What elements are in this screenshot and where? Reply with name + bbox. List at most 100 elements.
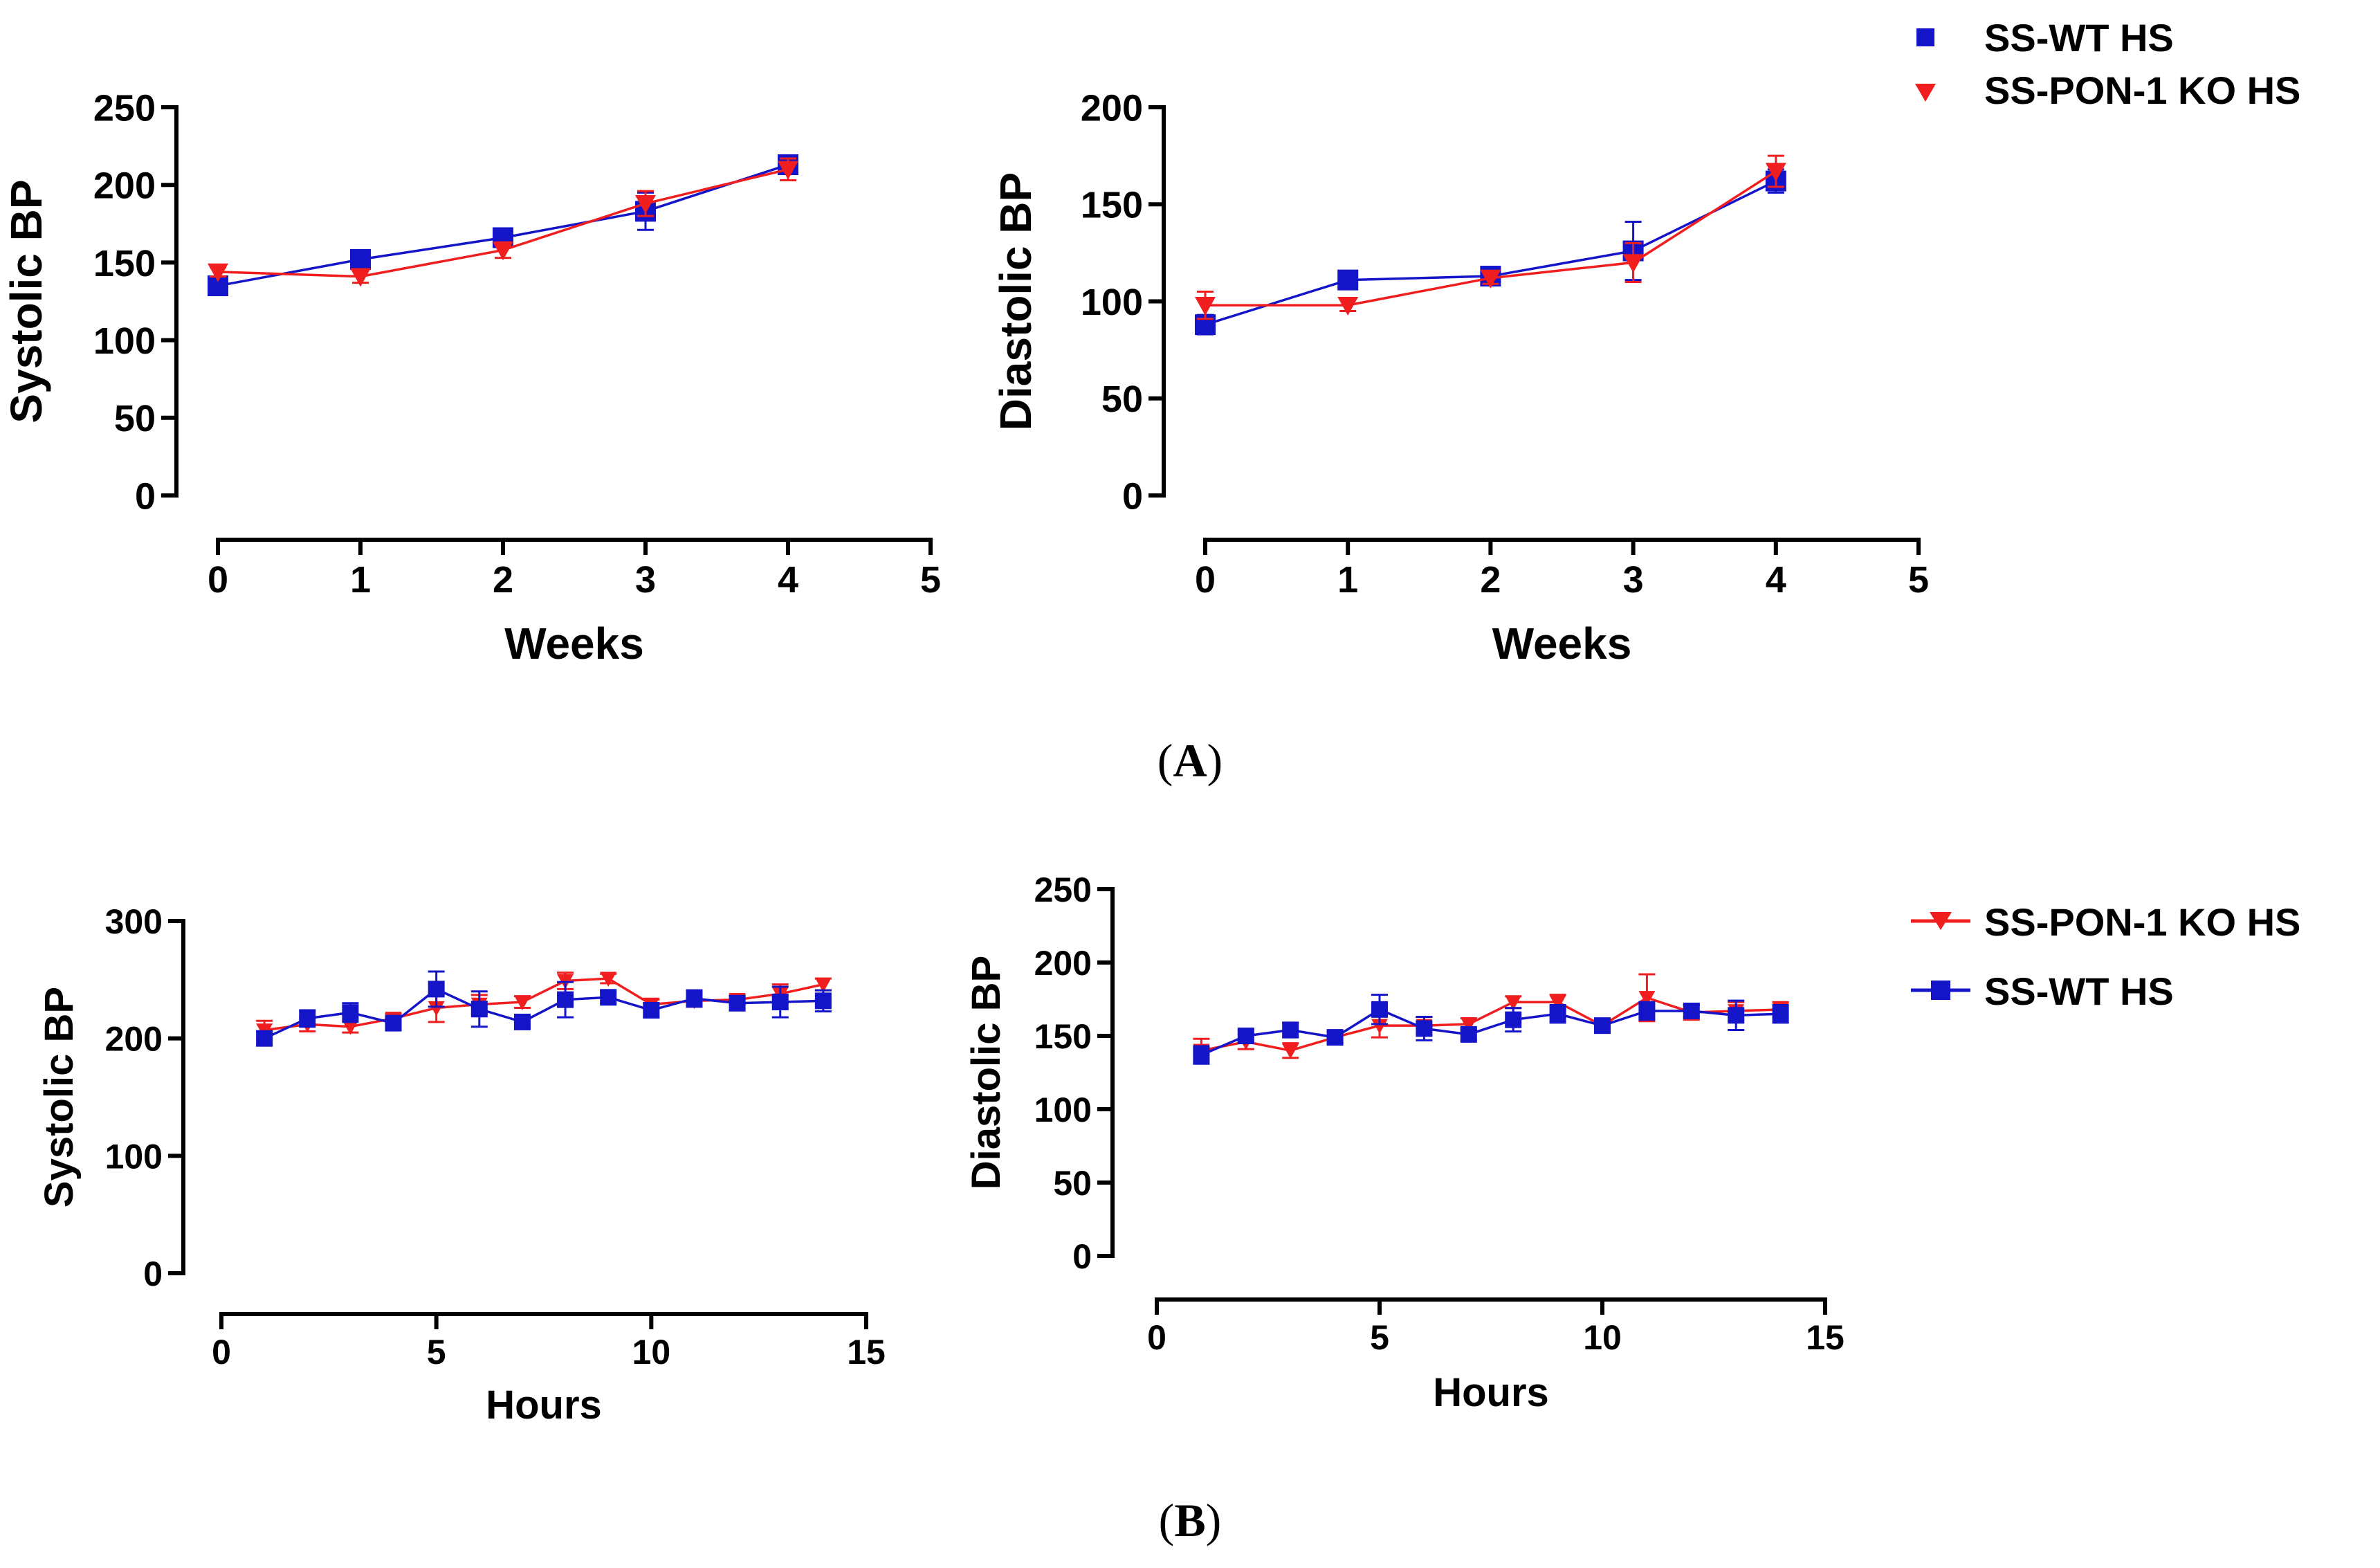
panel-label-b: (B)	[1159, 1494, 1222, 1547]
x-tick-label: 1	[350, 559, 371, 601]
x-tick-label: 15	[1806, 1318, 1844, 1357]
y-tick-label: 50	[1101, 379, 1143, 420]
data-point-square	[1460, 1025, 1477, 1043]
data-point-triangle	[350, 268, 371, 287]
data-point-triangle	[493, 241, 513, 261]
panel-label-a-letter: A	[1173, 734, 1207, 787]
series-ko	[1195, 154, 1786, 320]
x-tick-label: 2	[493, 559, 513, 601]
x-tick-label: 0	[208, 559, 228, 601]
data-point-triangle	[1337, 296, 1359, 316]
data-point-square	[1683, 1002, 1700, 1019]
y-tick-label: 200	[93, 165, 156, 207]
x-axis-title: Weeks	[504, 619, 644, 668]
data-point-square	[771, 994, 789, 1011]
y-tick-label: 250	[93, 87, 156, 129]
legend-top-wt-label: SS-WT HS	[1984, 16, 2174, 60]
x-axis-title: Hours	[486, 1383, 602, 1428]
data-point-triangle	[1638, 991, 1656, 1006]
data-point-square	[256, 1030, 273, 1047]
data-point-square	[557, 991, 574, 1008]
legend-top-ko: SS-PON-1 KO HS	[1915, 69, 2300, 112]
series-line-ko	[217, 168, 789, 278]
data-point-square	[1371, 1001, 1388, 1018]
data-point-square	[1416, 1020, 1433, 1037]
x-axis-title: Hours	[1433, 1370, 1549, 1415]
series-ko	[208, 157, 798, 287]
legend-bottom-wt: SS-WT HS	[1911, 969, 2174, 1013]
square-icon	[1916, 28, 1934, 46]
data-point-square	[729, 994, 746, 1012]
x-tick-label: 5	[427, 1333, 446, 1371]
legend-bottom-wt-label: SS-WT HS	[1984, 969, 2174, 1013]
data-point-triangle	[1622, 254, 1644, 273]
data-point-square	[470, 1001, 488, 1018]
y-tick-label: 250	[1034, 870, 1092, 909]
data-point-square	[1505, 1011, 1522, 1028]
y-tick-label: 150	[1081, 185, 1143, 226]
x-tick-label: 4	[778, 559, 798, 601]
y-tick-label: 150	[93, 243, 156, 284]
y-tick-label: 300	[105, 902, 163, 941]
series-line-wt	[1205, 180, 1777, 326]
y-tick-label: 100	[1034, 1091, 1092, 1129]
panel-label-a: (A)	[1157, 734, 1223, 787]
data-point-square	[1337, 269, 1359, 291]
data-point-triangle	[1371, 1019, 1388, 1034]
x-tick-label: 15	[847, 1333, 886, 1371]
x-tick-label: 3	[1623, 559, 1644, 601]
data-point-square	[600, 989, 617, 1006]
legend-top: SS-WT HS SS-PON-1 KO HS	[1915, 16, 2300, 112]
y-tick-label: 0	[1072, 1237, 1092, 1276]
triangle-down-icon	[1930, 912, 1952, 930]
data-point-triangle	[428, 1001, 445, 1017]
y-tick-label: 100	[93, 320, 156, 362]
y-tick-label: 100	[1081, 282, 1143, 323]
legend-bottom-ko-label: SS-PON-1 KO HS	[1984, 900, 2300, 944]
data-point-square	[814, 992, 832, 1010]
data-point-square	[686, 990, 703, 1007]
x-tick-label: 1	[1337, 559, 1358, 601]
data-point-square	[1282, 1021, 1299, 1039]
series-line-wt	[217, 163, 789, 287]
data-point-triangle	[1505, 995, 1522, 1011]
series-wt	[1195, 168, 1786, 336]
data-point-square	[1549, 1005, 1566, 1023]
x-tick-label: 4	[1766, 559, 1786, 601]
x-axis-title: Weeks	[1492, 619, 1632, 668]
data-point-triangle	[513, 995, 531, 1010]
data-point-triangle	[600, 972, 617, 987]
x-tick-label: 5	[1370, 1318, 1389, 1357]
data-point-triangle	[342, 1019, 359, 1035]
y-axis-title: Diastolic BP	[991, 172, 1041, 430]
y-tick-label: 100	[105, 1137, 163, 1176]
data-point-square	[513, 1013, 531, 1030]
data-point-triangle	[778, 161, 798, 180]
data-point-square	[350, 248, 371, 270]
data-point-square	[1193, 1046, 1210, 1064]
legend-bottom-ko: SS-PON-1 KO HS	[1911, 900, 2300, 944]
y-axis-title: Systolic BP	[37, 987, 82, 1207]
y-tick-label: 0	[135, 475, 156, 517]
data-point-triangle	[814, 977, 832, 993]
triangle-down-icon	[1915, 84, 1936, 102]
data-point-triangle	[1282, 1043, 1299, 1059]
data-point-square	[1638, 1002, 1656, 1019]
data-point-square	[342, 1004, 359, 1021]
legend-top-wt: SS-WT HS	[1916, 16, 2174, 60]
x-tick-label: 2	[1480, 559, 1501, 601]
data-point-triangle	[208, 263, 228, 282]
x-tick-label: 0	[1147, 1318, 1166, 1357]
chart-b-systolic: 0 5 10 15 0 100 200 300 Hours Systolic BP	[37, 902, 886, 1428]
data-point-triangle	[1460, 1017, 1477, 1032]
data-point-square	[1772, 1005, 1789, 1023]
y-tick-label: 50	[1053, 1164, 1092, 1203]
square-icon	[1931, 981, 1950, 1000]
series-wt	[208, 154, 798, 297]
data-point-square	[428, 981, 445, 998]
y-tick-label: 200	[1034, 944, 1092, 983]
data-point-square	[643, 1001, 660, 1019]
x-tick-label: 3	[635, 559, 656, 601]
